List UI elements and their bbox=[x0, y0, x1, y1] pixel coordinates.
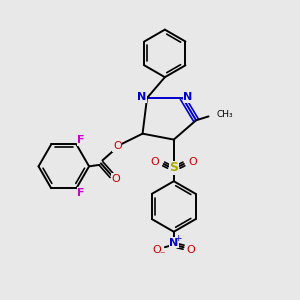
Text: O: O bbox=[150, 157, 159, 167]
Text: F: F bbox=[77, 188, 85, 198]
Text: O: O bbox=[111, 174, 120, 184]
Text: N: N bbox=[169, 238, 178, 248]
Text: +: + bbox=[174, 234, 182, 243]
Text: CH₃: CH₃ bbox=[217, 110, 233, 119]
Text: S: S bbox=[169, 161, 178, 174]
Text: O: O bbox=[153, 244, 161, 255]
Text: ⁻: ⁻ bbox=[159, 250, 165, 260]
Text: F: F bbox=[77, 135, 85, 145]
Text: N: N bbox=[137, 92, 146, 102]
Text: O: O bbox=[186, 244, 195, 255]
Text: O: O bbox=[113, 141, 122, 152]
Text: N: N bbox=[183, 92, 193, 102]
Text: O: O bbox=[188, 157, 197, 167]
